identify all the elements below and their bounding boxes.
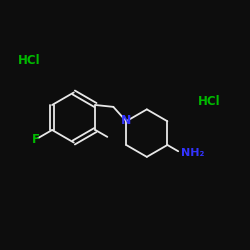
- Text: NH₂: NH₂: [182, 148, 205, 158]
- Text: HCl: HCl: [198, 95, 220, 108]
- Text: HCl: HCl: [18, 54, 40, 66]
- Text: F: F: [32, 132, 40, 145]
- Text: N: N: [121, 114, 132, 126]
